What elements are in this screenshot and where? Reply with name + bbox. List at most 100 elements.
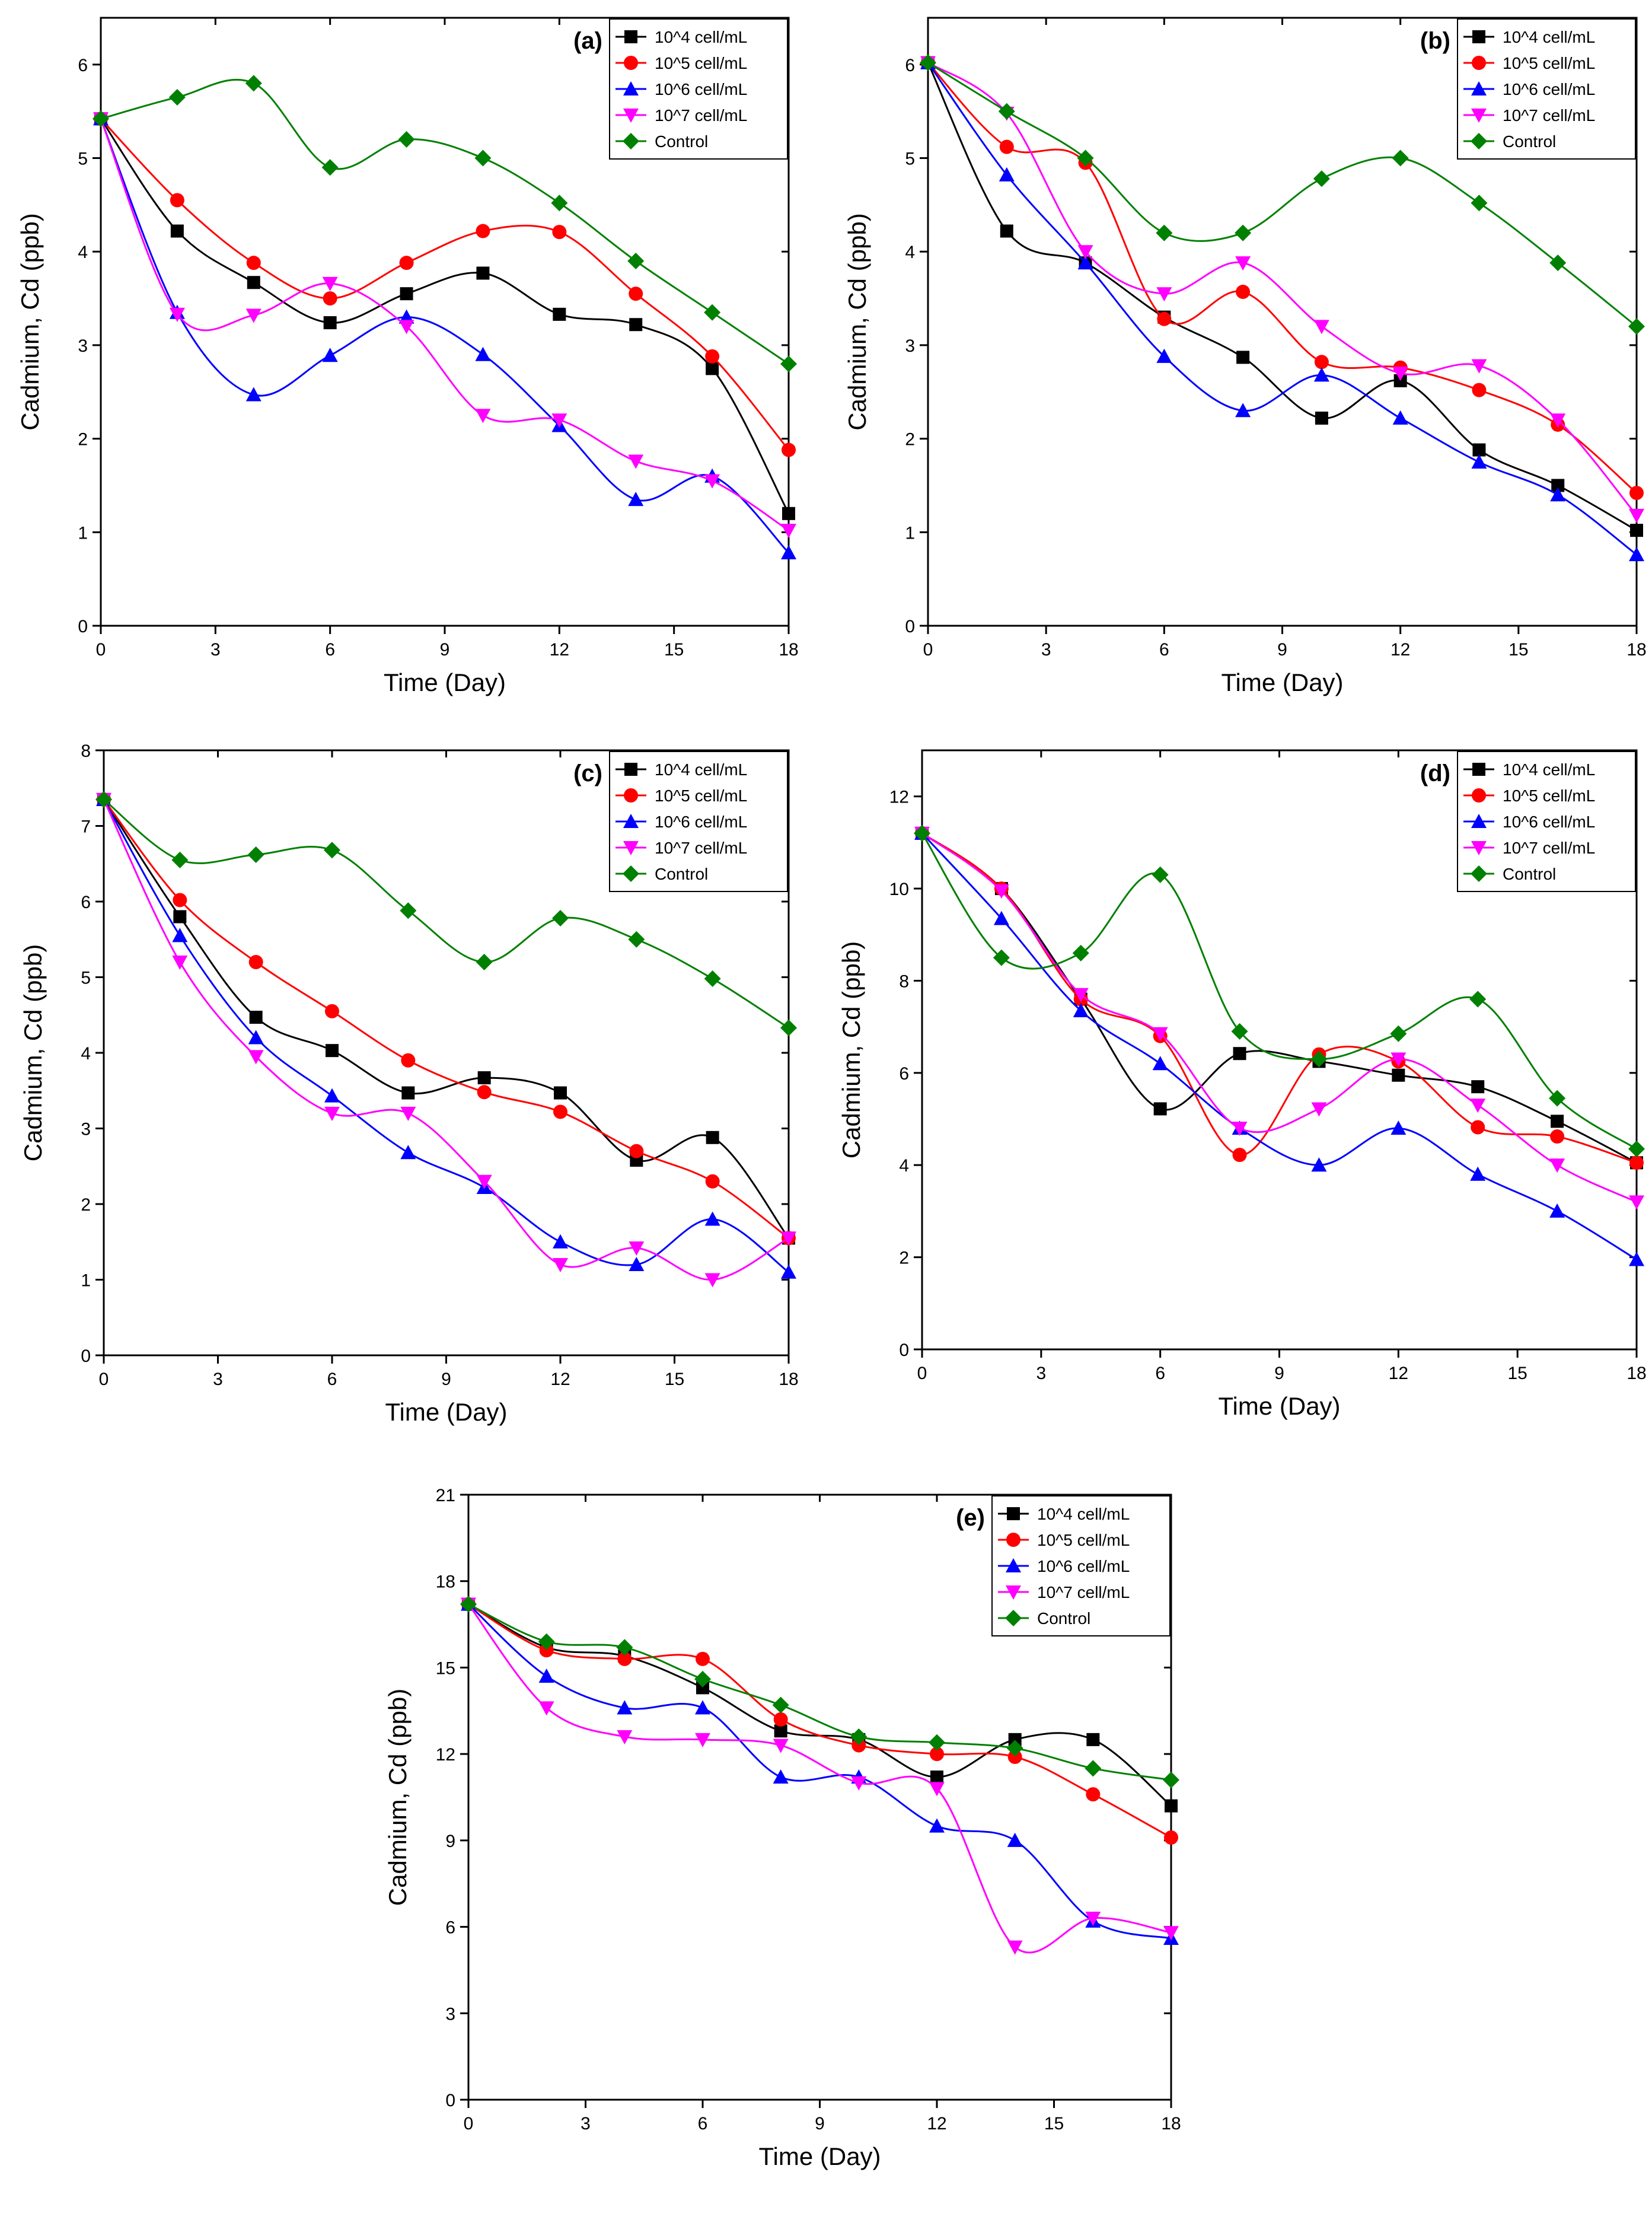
legend-marker [624, 30, 637, 43]
x-tick-label: 0 [99, 1370, 109, 1389]
legend-marker [1006, 1585, 1021, 1600]
y-tick-label: 9 [445, 1832, 455, 1851]
y-tick-label: 21 [436, 1486, 455, 1505]
data-point [1165, 1799, 1178, 1813]
data-point [1077, 245, 1093, 260]
y-tick-label: 3 [78, 336, 88, 356]
y-tick-label: 12 [436, 1745, 455, 1765]
legend-entry: 10^7 cell/mL [1503, 106, 1595, 125]
data-point [173, 893, 187, 908]
data-point [993, 910, 1009, 925]
series-2 [461, 1596, 1179, 1945]
data-point [1550, 487, 1566, 502]
legend-marker [1006, 1558, 1021, 1572]
data-point [1311, 1157, 1327, 1172]
data-point [1315, 411, 1328, 425]
data-point [629, 1257, 645, 1271]
data-point [1086, 1787, 1101, 1802]
legend-entry: 10^5 cell/mL [655, 787, 747, 805]
y-tick-label: 10 [889, 880, 909, 899]
series-line [467, 1603, 1172, 1954]
data-point [695, 1700, 710, 1715]
legend-marker [623, 841, 639, 855]
data-point [1233, 1047, 1246, 1061]
data-point [1550, 413, 1566, 428]
data-point [1077, 255, 1093, 270]
series-4 [93, 75, 797, 372]
y-tick-label: 0 [905, 617, 915, 636]
x-tick-label: 15 [1509, 640, 1528, 660]
series-line [100, 118, 790, 554]
y-tick-label: 6 [445, 1918, 455, 1938]
x-tick-label: 0 [464, 2114, 474, 2134]
data-point [1007, 1832, 1023, 1847]
legend-entry: 10^4 cell/mL [1037, 1505, 1130, 1523]
data-point [993, 949, 1010, 966]
x-tick-label: 9 [815, 2114, 825, 2134]
series-4 [920, 54, 1645, 335]
panel-label: (d) [1420, 760, 1450, 787]
data-point [704, 970, 721, 988]
data-point [326, 1044, 339, 1058]
series-line [927, 62, 1638, 516]
x-tick-label: 12 [927, 2114, 946, 2134]
data-point [551, 413, 567, 428]
legend-marker [1007, 1507, 1020, 1520]
series-line [921, 832, 1637, 1203]
data-point [538, 1633, 555, 1650]
series-4 [95, 791, 797, 1036]
x-tick-label: 6 [698, 2114, 708, 2134]
series-line [100, 118, 790, 451]
data-point [704, 1211, 720, 1226]
x-tick-label: 18 [1627, 640, 1646, 660]
series-1 [94, 112, 796, 457]
panel-label: (e) [956, 1505, 985, 1531]
data-point [772, 1696, 789, 1714]
data-point [1471, 1120, 1485, 1135]
data-point [1314, 355, 1329, 370]
data-point [553, 1104, 567, 1119]
data-point [1391, 1052, 1407, 1067]
legend-entry: Control [1503, 865, 1556, 883]
legend-marker [624, 788, 638, 803]
data-point [245, 387, 261, 402]
data-point [694, 1670, 711, 1687]
data-point [628, 931, 645, 948]
data-point [1629, 547, 1644, 562]
data-point [400, 1107, 416, 1121]
data-point [1392, 410, 1408, 425]
data-point [920, 54, 936, 71]
data-point [1007, 1940, 1023, 1955]
data-point [704, 304, 721, 321]
data-point [325, 1004, 339, 1018]
data-point [705, 1174, 720, 1189]
data-point [476, 1174, 492, 1189]
y-tick-label: 2 [899, 1249, 909, 1268]
data-point [1236, 351, 1250, 364]
data-point [1472, 443, 1486, 457]
series-line [467, 1603, 1172, 1940]
legend-entry: 10^4 cell/mL [655, 760, 747, 779]
data-point [781, 1264, 796, 1279]
legend-entry: 10^6 cell/mL [1503, 80, 1595, 98]
legend-marker [1005, 1610, 1022, 1626]
data-point [401, 1053, 416, 1068]
legend-marker [623, 81, 639, 95]
series-1 [97, 792, 796, 1246]
data-point [539, 1643, 554, 1658]
data-point [1313, 320, 1329, 335]
data-point [1156, 224, 1173, 241]
data-point [1152, 1056, 1168, 1071]
y-tick-label: 0 [899, 1340, 909, 1360]
data-point [629, 286, 643, 301]
data-point [247, 846, 264, 863]
data-point [474, 149, 492, 167]
x-tick-label: 15 [664, 640, 684, 660]
panel-label: (c) [573, 760, 602, 787]
y-tick-label: 7 [81, 817, 91, 837]
data-point [705, 349, 720, 364]
y-tick-label: 2 [78, 430, 88, 450]
y-tick-label: 4 [78, 243, 88, 262]
series-4 [460, 1596, 1179, 1788]
data-point [249, 1011, 263, 1024]
